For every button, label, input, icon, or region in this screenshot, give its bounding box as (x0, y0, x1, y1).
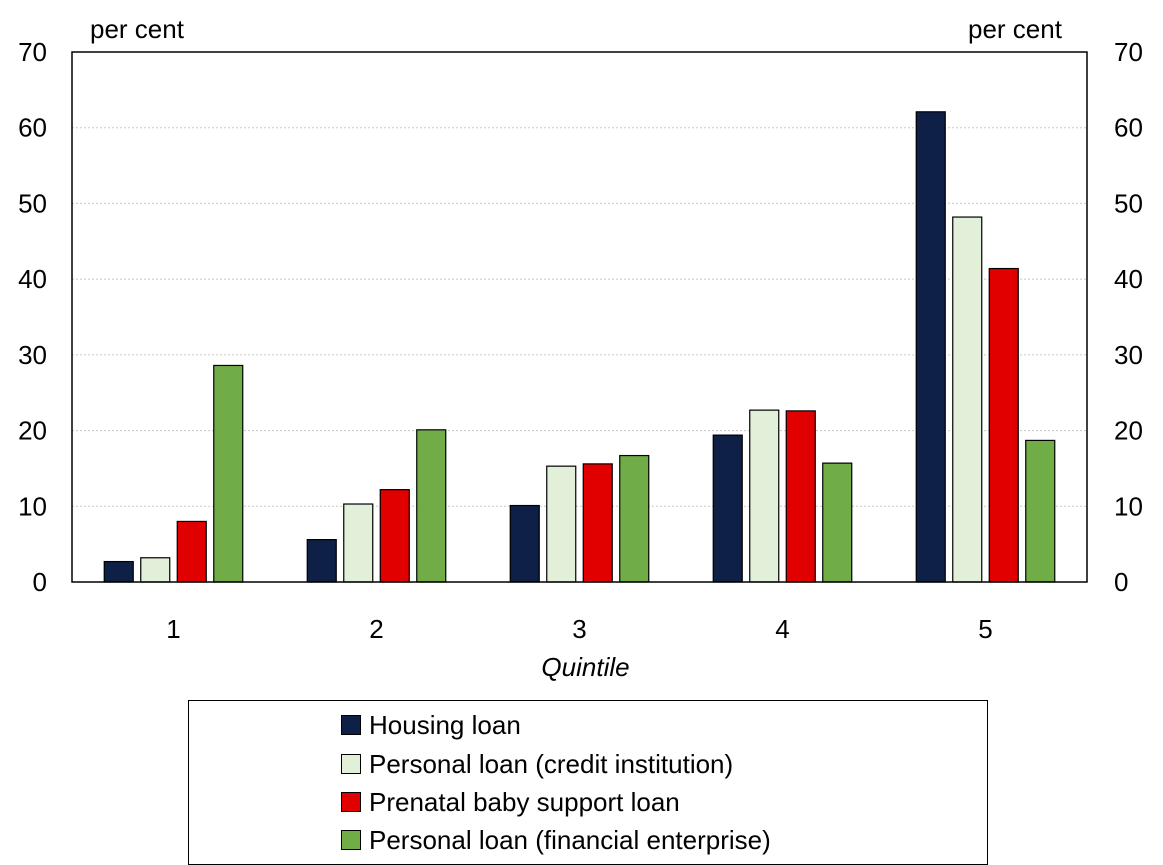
y-tick-label-right: 40 (1114, 264, 1143, 294)
bar-q2-series-3 (416, 429, 447, 583)
y-tick-label-left: 70 (18, 37, 47, 67)
legend-item-personal-loan-financial-enterprise: Personal loan (financial enterprise) (341, 822, 771, 858)
bar-q4-series-3 (822, 462, 853, 583)
x-tick-label: 4 (775, 614, 789, 644)
bar-q1-series-2 (176, 520, 207, 583)
bar-q5-series-1 (952, 216, 983, 583)
bar-q2-series-1 (343, 503, 374, 583)
y-tick-label-right: 50 (1114, 188, 1143, 218)
bar-q5-series-0 (915, 111, 946, 583)
y-tick-label-right: 0 (1114, 567, 1128, 597)
y-tick-label-right: 10 (1114, 491, 1143, 521)
y-tick-label-left: 40 (18, 264, 47, 294)
y-tick-label-left: 20 (18, 416, 47, 446)
left-axis-unit-label: per cent (90, 14, 184, 44)
x-tick-label: 3 (572, 614, 586, 644)
y-tick-label-right: 20 (1114, 416, 1143, 446)
legend-item-prenatal-baby-support-loan: Prenatal baby support loan (341, 784, 680, 820)
y-tick-label-left: 60 (18, 113, 47, 143)
legend-item-personal-loan-credit-institution: Personal loan (credit institution) (341, 746, 733, 782)
bar-q3-series-3 (619, 454, 650, 583)
right-axis-ticks: 0 10 20 30 40 50 60 70 (1114, 37, 1143, 597)
x-tick-label: 1 (166, 614, 180, 644)
legend-label: Personal loan (credit institution) (369, 748, 734, 779)
y-tick-label-left: 50 (18, 188, 47, 218)
legend-swatch (341, 754, 361, 774)
bar-q5-series-3 (1025, 439, 1056, 583)
y-tick-label-left: 30 (18, 340, 47, 370)
bar-q3-series-2 (582, 463, 613, 583)
y-tick-label-left: 10 (18, 491, 47, 521)
legend: Housing loan Personal loan (credit insti… (188, 700, 988, 865)
bar-q4-series-0 (712, 434, 743, 583)
x-tick-label: 2 (369, 614, 383, 644)
legend-label: Housing loan (369, 709, 521, 740)
bar-chart: 0 10 20 30 40 50 60 70 0 10 20 30 40 50 60 70 1 2 3 4 5 (18, 37, 1143, 644)
y-tick-label-right: 60 (1114, 113, 1143, 143)
legend-swatch (341, 715, 361, 735)
bar-q4-series-2 (785, 410, 816, 583)
x-axis-ticks: 1 2 3 4 5 (166, 614, 992, 644)
bar-q2-series-0 (306, 538, 337, 583)
bar-q1-series-3 (213, 364, 244, 583)
bar-q4-series-1 (749, 409, 780, 583)
left-axis-ticks: 0 10 20 30 40 50 60 70 (18, 37, 47, 597)
right-axis-unit-label: per cent (968, 14, 1062, 44)
bar-q5-series-2 (988, 267, 1019, 583)
x-tick-label: 5 (978, 614, 992, 644)
bar-q3-series-0 (509, 504, 540, 583)
bar-q1-series-0 (103, 560, 134, 583)
bars (103, 111, 1056, 583)
legend-label: Prenatal baby support loan (369, 786, 680, 817)
y-tick-label-right: 30 (1114, 340, 1143, 370)
y-tick-label-right: 70 (1114, 37, 1143, 67)
legend-label: Personal loan (financial enterprise) (369, 824, 771, 855)
legend-swatch (341, 830, 361, 850)
plot-frame (71, 51, 1088, 583)
x-axis-title: Quintile (541, 652, 630, 682)
bar-q1-series-1 (140, 557, 171, 583)
legend-swatch (341, 792, 361, 812)
legend-item-housing-loan: Housing loan (341, 707, 521, 743)
y-tick-label-left: 0 (33, 567, 47, 597)
bar-q3-series-1 (546, 465, 577, 583)
bar-q2-series-2 (379, 489, 410, 583)
